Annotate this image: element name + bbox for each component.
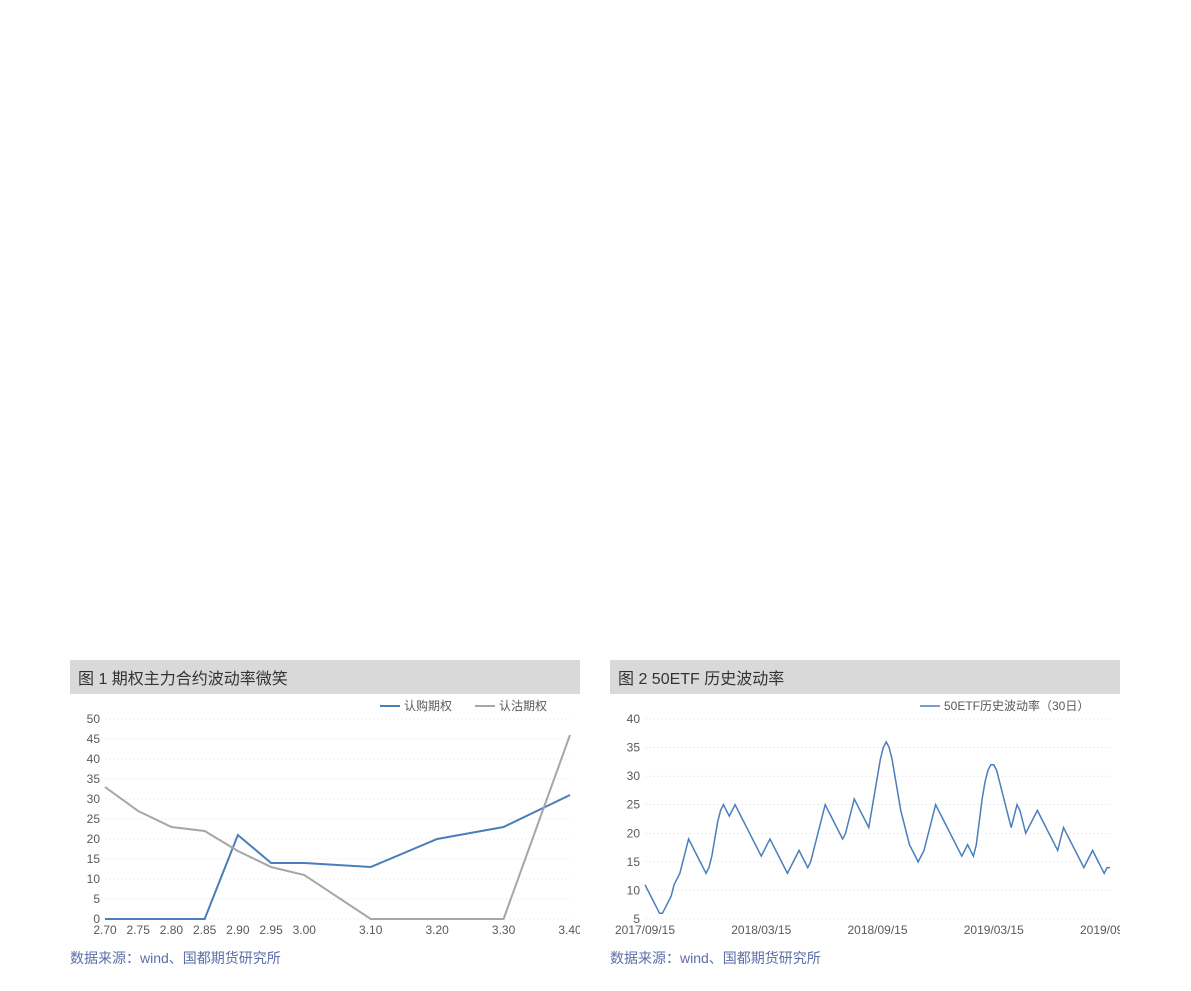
chart1-body: 051015202530354045502.702.752.802.852.90…	[70, 694, 580, 944]
chart2-title: 图 2 50ETF 历史波动率	[610, 660, 1120, 694]
svg-text:2018/03/15: 2018/03/15	[731, 923, 791, 937]
svg-text:5: 5	[93, 892, 100, 906]
svg-text:2.95: 2.95	[259, 923, 283, 937]
svg-text:2.90: 2.90	[226, 923, 250, 937]
svg-text:25: 25	[627, 798, 641, 812]
chart1-source: 数据来源：wind、国都期货研究所	[70, 944, 580, 968]
svg-text:50ETF历史波动率（30日）: 50ETF历史波动率（30日）	[944, 698, 1089, 713]
svg-text:40: 40	[627, 712, 641, 726]
chart2-body: 5101520253035402017/09/152018/03/152018/…	[610, 694, 1120, 944]
svg-text:3.20: 3.20	[425, 923, 449, 937]
svg-text:认沽期权: 认沽期权	[499, 699, 547, 713]
svg-text:认购期权: 认购期权	[404, 698, 452, 713]
svg-text:15: 15	[87, 852, 101, 866]
svg-text:2.75: 2.75	[127, 923, 151, 937]
svg-text:2019/03/15: 2019/03/15	[964, 923, 1024, 937]
svg-text:15: 15	[627, 855, 641, 869]
historical-vol-chart: 5101520253035402017/09/152018/03/152018/…	[610, 694, 1120, 944]
volatility-smile-chart: 051015202530354045502.702.752.802.852.90…	[70, 694, 580, 944]
svg-text:2018/09/15: 2018/09/15	[847, 923, 907, 937]
svg-text:3.10: 3.10	[359, 923, 383, 937]
svg-text:45: 45	[87, 732, 101, 746]
svg-text:30: 30	[627, 769, 641, 783]
svg-text:2.70: 2.70	[93, 923, 117, 937]
svg-text:3.00: 3.00	[293, 923, 317, 937]
svg-text:2.85: 2.85	[193, 923, 217, 937]
svg-text:2.80: 2.80	[160, 923, 184, 937]
svg-text:10: 10	[627, 883, 641, 897]
svg-text:20: 20	[87, 832, 101, 846]
svg-text:25: 25	[87, 812, 101, 826]
svg-text:50: 50	[87, 712, 101, 726]
svg-text:3.30: 3.30	[492, 923, 516, 937]
svg-text:10: 10	[87, 872, 101, 886]
svg-text:2019/09/15: 2019/09/15	[1080, 923, 1120, 937]
svg-text:35: 35	[627, 741, 641, 755]
svg-text:3.40: 3.40	[558, 923, 580, 937]
historical-vol-panel: 图 2 50ETF 历史波动率 5101520253035402017/09/1…	[610, 660, 1120, 968]
svg-text:40: 40	[87, 752, 101, 766]
chart1-title: 图 1 期权主力合约波动率微笑	[70, 660, 580, 694]
volatility-smile-panel: 图 1 期权主力合约波动率微笑 051015202530354045502.70…	[70, 660, 580, 968]
svg-text:2017/09/15: 2017/09/15	[615, 923, 675, 937]
svg-text:20: 20	[627, 826, 641, 840]
svg-text:35: 35	[87, 772, 101, 786]
chart2-source: 数据来源：wind、国都期货研究所	[610, 944, 1120, 968]
svg-text:30: 30	[87, 792, 101, 806]
